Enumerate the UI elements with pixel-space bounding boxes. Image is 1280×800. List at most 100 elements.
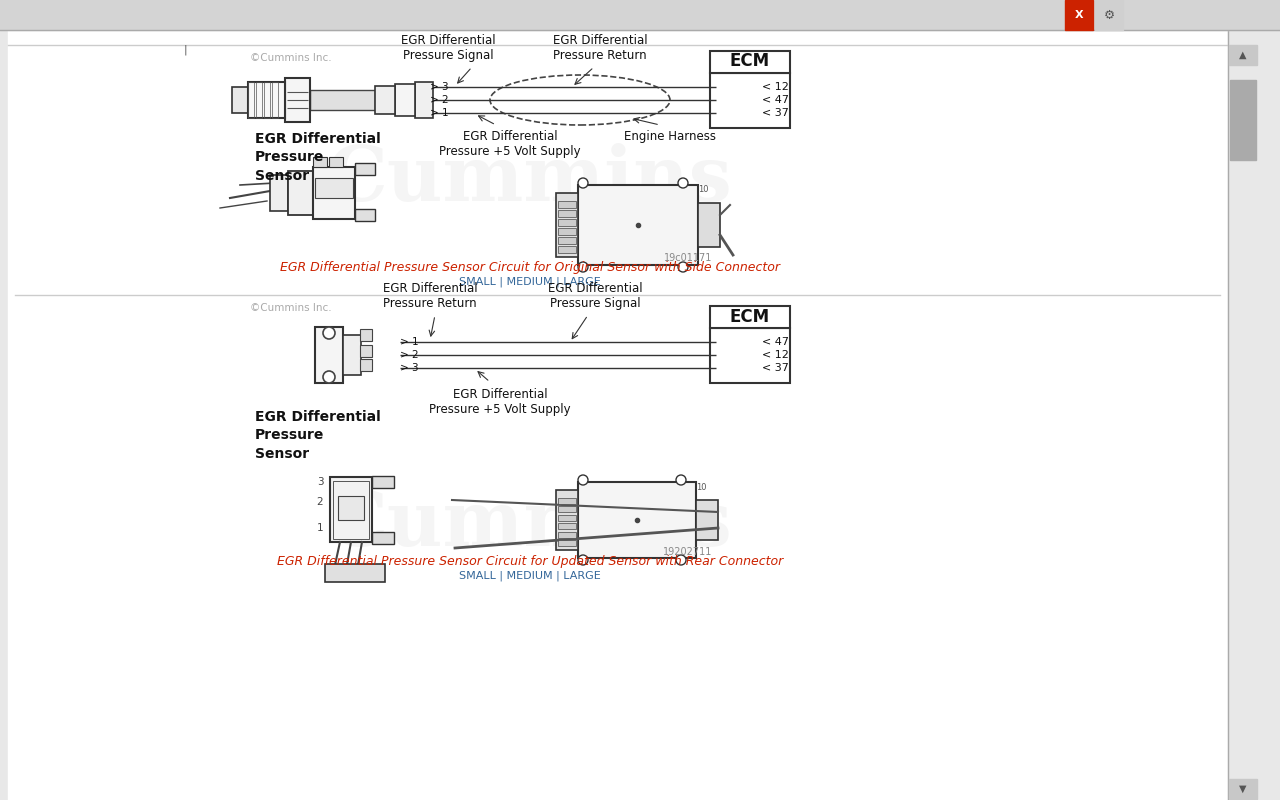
- Bar: [558, 201, 576, 208]
- Text: EGR Differential
Pressure
Sensor: EGR Differential Pressure Sensor: [255, 132, 380, 182]
- Circle shape: [678, 262, 689, 272]
- Bar: [1065, 0, 1093, 30]
- Bar: [375, 86, 396, 114]
- Bar: [558, 540, 576, 546]
- Text: EGR Differential
Pressure +5 Volt Supply: EGR Differential Pressure +5 Volt Supply: [429, 388, 571, 416]
- Bar: [558, 506, 576, 512]
- Text: > 2: > 2: [399, 350, 419, 360]
- Bar: [710, 306, 790, 327]
- Bar: [579, 482, 696, 558]
- Bar: [360, 359, 372, 371]
- Text: 2: 2: [316, 497, 324, 507]
- Text: EGR Differential
Pressure Signal: EGR Differential Pressure Signal: [548, 282, 643, 310]
- Bar: [333, 481, 369, 539]
- Bar: [270, 175, 288, 211]
- Bar: [558, 228, 576, 235]
- Circle shape: [579, 178, 588, 188]
- Bar: [579, 185, 698, 265]
- Bar: [558, 237, 576, 244]
- Text: |: |: [183, 45, 187, 55]
- Circle shape: [579, 555, 588, 565]
- Text: < 37: < 37: [762, 363, 788, 373]
- Bar: [0, 0, 1280, 30]
- Bar: [556, 490, 579, 550]
- Text: 10: 10: [698, 185, 709, 194]
- Circle shape: [323, 371, 335, 383]
- Bar: [314, 157, 326, 167]
- Circle shape: [579, 262, 588, 272]
- Bar: [1094, 0, 1123, 30]
- Bar: [360, 329, 372, 341]
- Bar: [355, 163, 375, 175]
- Bar: [558, 514, 576, 521]
- Text: EGR Differential
Pressure Return: EGR Differential Pressure Return: [383, 282, 477, 310]
- Text: EGR Differential Pressure Sensor Circuit for Updated Sensor with Rear Connector: EGR Differential Pressure Sensor Circuit…: [276, 555, 783, 569]
- Bar: [558, 210, 576, 217]
- Text: < 47: < 47: [762, 95, 788, 105]
- Text: < 47: < 47: [762, 337, 788, 347]
- Bar: [288, 171, 314, 215]
- Bar: [343, 335, 361, 375]
- Text: < 12: < 12: [762, 350, 788, 360]
- Bar: [710, 327, 790, 382]
- Text: < 37: < 37: [762, 108, 788, 118]
- Bar: [273, 82, 278, 118]
- Bar: [1230, 80, 1256, 160]
- Circle shape: [323, 327, 335, 339]
- Bar: [232, 87, 248, 113]
- Text: > 3: > 3: [399, 363, 419, 373]
- Text: > 3: > 3: [430, 82, 448, 92]
- Bar: [1229, 45, 1257, 65]
- Bar: [248, 82, 285, 118]
- Bar: [558, 246, 576, 253]
- Text: Engine Harness: Engine Harness: [625, 130, 716, 143]
- Text: EGR Differential
Pressure +5 Volt Supply: EGR Differential Pressure +5 Volt Supply: [439, 130, 581, 158]
- Bar: [698, 203, 719, 247]
- Bar: [256, 82, 262, 118]
- Text: ©Cummins Inc.: ©Cummins Inc.: [250, 53, 332, 63]
- Text: 10: 10: [696, 483, 707, 493]
- Text: EGR Differential
Pressure Return: EGR Differential Pressure Return: [553, 34, 648, 62]
- Bar: [330, 477, 372, 542]
- Text: ©Cummins Inc.: ©Cummins Inc.: [250, 303, 332, 313]
- Text: ECM: ECM: [730, 53, 771, 70]
- Bar: [1229, 779, 1257, 799]
- Text: Cummins: Cummins: [328, 488, 733, 562]
- Bar: [325, 564, 385, 582]
- Text: < 12: < 12: [762, 82, 788, 92]
- Text: 19c01171: 19c01171: [663, 253, 712, 263]
- Text: 19202711: 19202711: [663, 547, 712, 557]
- Text: 3: 3: [316, 477, 324, 487]
- Bar: [329, 157, 343, 167]
- Bar: [285, 78, 310, 122]
- Text: ▲: ▲: [1239, 50, 1247, 60]
- Bar: [338, 496, 364, 520]
- Bar: [696, 500, 718, 540]
- Circle shape: [676, 555, 686, 565]
- Text: EGR Differential
Pressure Signal: EGR Differential Pressure Signal: [401, 34, 495, 62]
- Text: ▼: ▼: [1239, 784, 1247, 794]
- Circle shape: [676, 475, 686, 485]
- Text: ECM: ECM: [730, 307, 771, 326]
- Bar: [558, 219, 576, 226]
- Text: > 1: > 1: [430, 108, 448, 118]
- Bar: [310, 90, 375, 110]
- Bar: [556, 193, 579, 257]
- Text: EGR Differential Pressure Sensor Circuit for Original Sensor with Side Connector: EGR Differential Pressure Sensor Circuit…: [280, 262, 780, 274]
- Bar: [558, 531, 576, 538]
- Bar: [415, 82, 433, 118]
- Text: > 1: > 1: [399, 337, 419, 347]
- Text: Cummins: Cummins: [328, 143, 733, 217]
- Bar: [710, 50, 790, 73]
- Bar: [314, 167, 355, 219]
- Text: EGR Differential
Pressure
Sensor: EGR Differential Pressure Sensor: [255, 410, 380, 461]
- Text: > 2: > 2: [430, 95, 448, 105]
- Text: SMALL | MEDIUM | LARGE: SMALL | MEDIUM | LARGE: [460, 277, 600, 287]
- Text: 1: 1: [316, 523, 324, 533]
- Bar: [558, 523, 576, 529]
- Bar: [710, 73, 790, 127]
- Bar: [315, 178, 353, 198]
- Bar: [355, 209, 375, 221]
- Text: X: X: [1075, 10, 1083, 20]
- Bar: [396, 84, 415, 116]
